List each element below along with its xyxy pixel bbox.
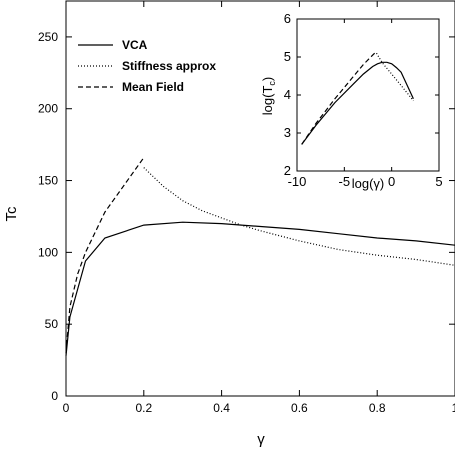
main-x-tick-label: 0.8	[369, 401, 386, 415]
main-ticks: 00.20.40.60.81050100150200250	[38, 1, 455, 415]
main-y-tick-label: 100	[38, 245, 58, 259]
inset-y-tick-label: 6	[284, 11, 291, 26]
main-y-tick-label: 0	[51, 389, 58, 403]
inset-chart: -10 -5 0 5 2 3 4 5 6 log(Tc) log(γ)	[260, 11, 443, 191]
x-axis-title: γ	[257, 431, 265, 448]
main-y-tick-label: 150	[38, 174, 58, 188]
legend-label-mean-field: Mean Field	[122, 80, 184, 94]
inset-x-tick-label: -10	[288, 174, 307, 189]
inset-series	[301, 50, 414, 145]
y-axis-title: Tc	[3, 206, 20, 222]
legend-label-vca: VCA	[122, 38, 148, 52]
inset-x-tick-label: -5	[339, 174, 351, 189]
inset-series-mean-field	[301, 50, 377, 145]
main-x-tick-label: 0.4	[213, 401, 230, 415]
main-series	[65, 157, 455, 356]
inset-plot-frame	[296, 18, 440, 172]
main-series-vca	[65, 221, 455, 356]
main-y-tick-label: 250	[38, 30, 58, 44]
inset-y-tick-label: 4	[284, 87, 291, 102]
inset-y-tick-label: 2	[284, 163, 291, 178]
inset-x-tick-label: 5	[435, 174, 442, 189]
inset-x-axis-title: log(γ)	[352, 176, 385, 191]
main-x-tick-label: 0.2	[135, 401, 152, 415]
inset-y-axis-title: log(Tc)	[260, 77, 277, 115]
inset-y-tick-label: 5	[284, 49, 291, 64]
main-y-tick-label: 50	[45, 317, 59, 331]
inset-series-vca	[301, 61, 414, 145]
legend: VCA Stiffness approx Mean Field	[78, 38, 216, 94]
inset-y-tick-label: 3	[284, 125, 291, 140]
main-series-mean-field	[65, 157, 145, 353]
legend-label-stiffness: Stiffness approx	[122, 59, 216, 73]
inset-x-tick-label: 0	[388, 174, 395, 189]
inset-ticks: -10 -5 0 5 2 3 4 5 6	[284, 11, 443, 189]
main-x-tick-label: 1	[452, 401, 455, 415]
main-y-tick-label: 200	[38, 102, 58, 116]
main-plot-frame	[65, 0, 455, 397]
main-x-tick-label: 0	[63, 401, 70, 415]
main-x-tick-label: 0.6	[291, 401, 308, 415]
